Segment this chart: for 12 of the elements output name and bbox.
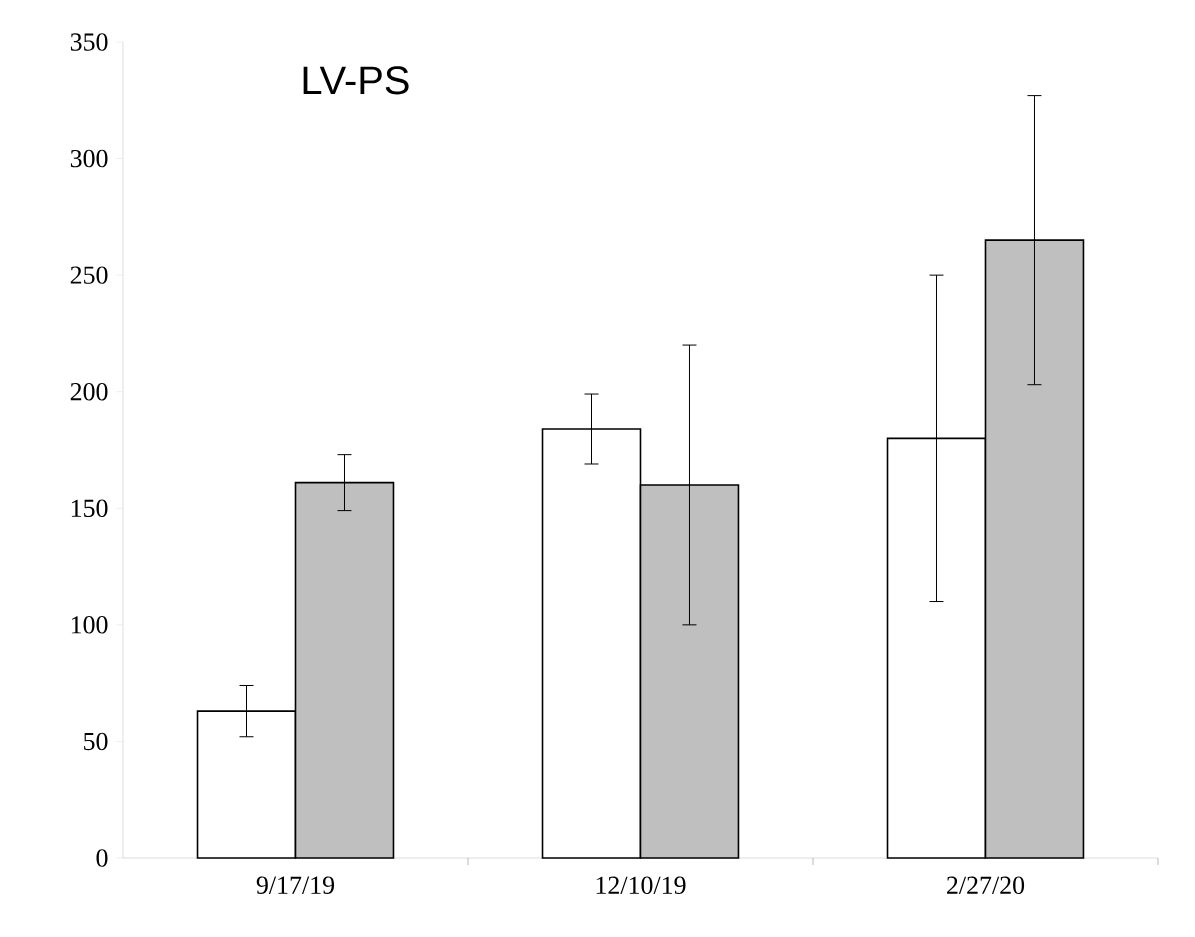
x-tick-label: 12/10/19 bbox=[596, 876, 686, 894]
y-tick-label: 200 bbox=[70, 382, 108, 401]
chart-title: LV-PS bbox=[303, 66, 409, 95]
y-tick-label: 0 bbox=[96, 849, 108, 867]
y-tick-label: 350 bbox=[70, 33, 108, 51]
y-tick-label: 50 bbox=[84, 732, 108, 751]
y-tick-label: 250 bbox=[70, 266, 108, 284]
y-tick-label: 300 bbox=[70, 149, 108, 168]
x-tick-label: 2/27/20 bbox=[947, 876, 1025, 894]
y-tick-label: 100 bbox=[71, 616, 108, 634]
x-tick-label: 9/17/19 bbox=[256, 876, 335, 894]
y-tick-label: 150 bbox=[71, 499, 108, 518]
